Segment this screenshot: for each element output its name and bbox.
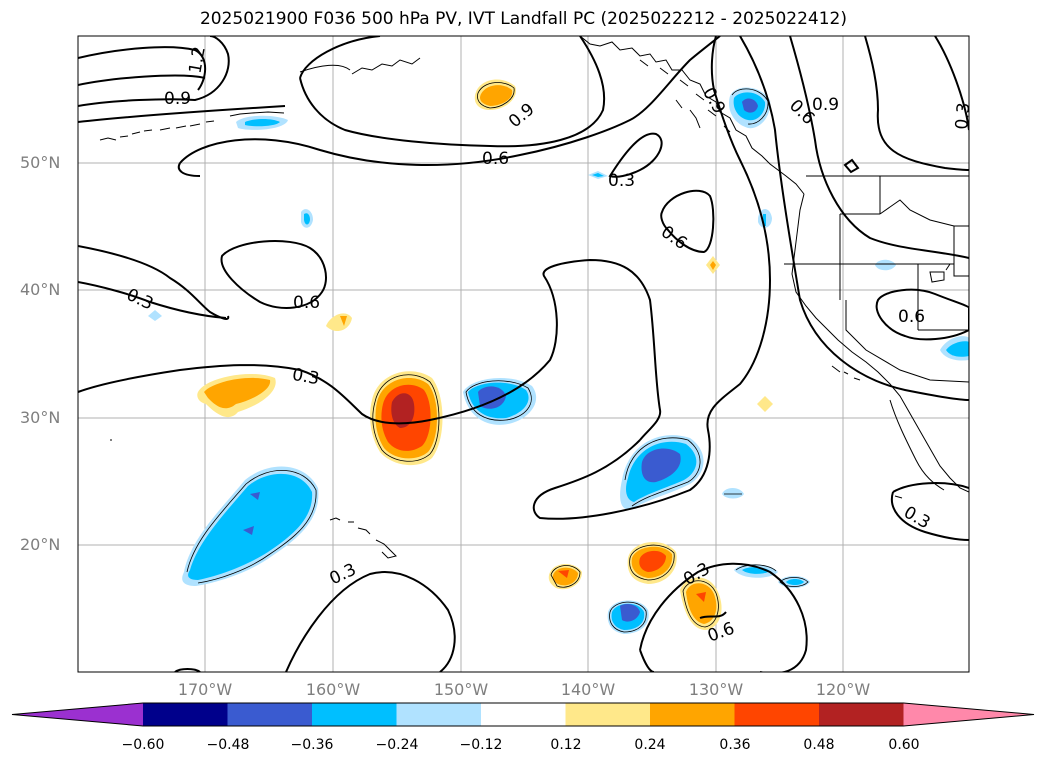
negative-anomaly-blob	[245, 119, 280, 127]
colorbar-segment	[227, 703, 313, 726]
lat-label-20n: 20°N	[20, 535, 61, 554]
pv-fill-blobs	[148, 79, 969, 634]
colorbar-tick: −0.24	[375, 737, 419, 753]
colorbar-segment	[565, 703, 651, 726]
map-title: 2025021900 F036 500 hPa PV, IVT Landfall…	[199, 9, 847, 29]
colorbar-extend-high	[903, 703, 1034, 726]
colorbar-segment	[650, 703, 735, 726]
positive-anomaly-blob	[639, 550, 666, 572]
contour-label: 0.6	[898, 307, 925, 327]
coastlines	[99, 36, 969, 559]
colorbar-tick: −0.36	[290, 737, 334, 753]
colorbar-tick: 0.12	[550, 737, 582, 753]
contour-label: 0.6	[293, 293, 320, 313]
lon-label-170w: 170°W	[177, 680, 233, 699]
colorbar-segment	[734, 703, 820, 726]
colorbar-segment	[312, 703, 397, 726]
colorbar-tick: 0.60	[888, 737, 920, 753]
colorbar	[11, 702, 1035, 727]
contour-label: 0.3	[952, 102, 974, 131]
lon-label-150w: 150°W	[433, 680, 489, 699]
lon-label-120w: 120°W	[815, 680, 871, 699]
colorbar-tick: −0.12	[459, 737, 503, 753]
positive-anomaly-blob	[204, 377, 271, 409]
colorbar-tick: 0.48	[803, 737, 835, 753]
colorbar-segment	[396, 703, 482, 726]
colorbar-tick: 0.36	[719, 737, 751, 753]
lat-label-30n: 30°N	[20, 408, 61, 427]
contour-label: 0.9	[812, 95, 839, 115]
lon-label-130w: 130°W	[688, 680, 744, 699]
pv-contours	[78, 36, 969, 672]
lat-label-40n: 40°N	[20, 280, 61, 299]
positive-anomaly-blob	[686, 583, 717, 624]
negative-anomaly-blob	[641, 448, 681, 483]
lat-label-50n: 50°N	[20, 153, 61, 172]
positive-anomaly-blob	[480, 85, 513, 106]
colorbar-tick: −0.48	[206, 737, 250, 753]
contour-label: 0.6	[482, 149, 509, 169]
colorbar-segment	[819, 703, 904, 726]
negative-anomaly-blob	[742, 98, 758, 113]
colorbar-tick: −0.60	[121, 737, 165, 753]
lon-label-160w: 160°W	[305, 680, 361, 699]
colorbar-segment	[481, 703, 566, 726]
colorbar-outline	[11, 702, 1035, 727]
negative-anomaly-blob	[188, 473, 313, 580]
colorbar-extend-low	[12, 703, 143, 726]
positive-anomaly-blob	[391, 393, 415, 428]
contour-label: 1.2	[185, 45, 209, 75]
negative-anomaly-blob	[304, 213, 310, 225]
contour-label: 0.3	[608, 171, 635, 191]
colorbar-segment	[143, 703, 228, 726]
contour-label: 0.3	[291, 365, 321, 389]
lon-label-140w: 140°W	[560, 680, 616, 699]
contour-label: 0.9	[164, 89, 191, 109]
plot-frame	[77, 35, 970, 673]
colorbar-tick: 0.24	[634, 737, 666, 753]
